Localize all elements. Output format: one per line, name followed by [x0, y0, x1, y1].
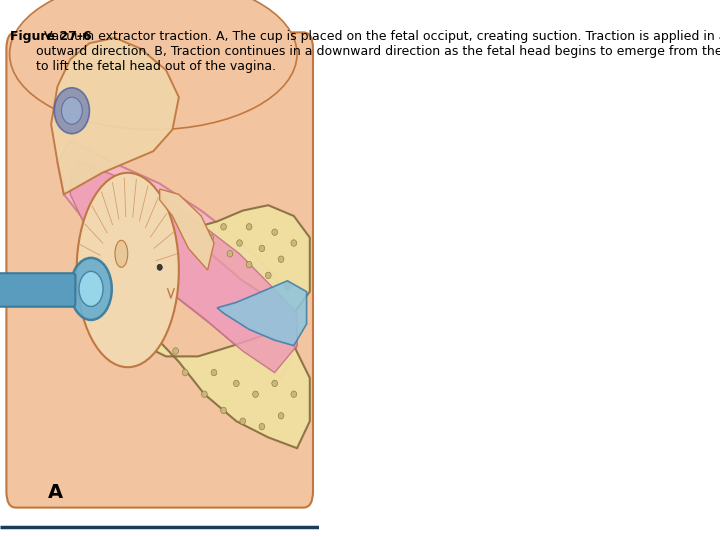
Ellipse shape: [79, 271, 103, 306]
Ellipse shape: [211, 369, 217, 376]
Ellipse shape: [291, 391, 297, 397]
Text: A: A: [48, 483, 63, 502]
Ellipse shape: [157, 264, 162, 271]
Ellipse shape: [233, 380, 239, 387]
Polygon shape: [144, 335, 310, 448]
Ellipse shape: [115, 240, 127, 267]
Text: Figure 27–6: Figure 27–6: [9, 30, 91, 43]
Ellipse shape: [182, 369, 188, 376]
Ellipse shape: [253, 391, 258, 397]
Ellipse shape: [240, 418, 246, 424]
Ellipse shape: [246, 224, 252, 230]
Ellipse shape: [208, 234, 214, 241]
Ellipse shape: [227, 251, 233, 257]
Ellipse shape: [54, 87, 89, 134]
Ellipse shape: [221, 224, 226, 230]
Ellipse shape: [76, 173, 179, 367]
Polygon shape: [51, 38, 179, 194]
Polygon shape: [217, 281, 307, 346]
Ellipse shape: [202, 391, 207, 397]
Ellipse shape: [259, 245, 265, 252]
Ellipse shape: [61, 97, 82, 124]
Ellipse shape: [284, 283, 290, 289]
Polygon shape: [71, 162, 297, 373]
Ellipse shape: [259, 423, 265, 430]
FancyBboxPatch shape: [0, 273, 76, 307]
FancyBboxPatch shape: [6, 32, 313, 508]
Ellipse shape: [291, 240, 297, 246]
Ellipse shape: [173, 348, 179, 354]
Ellipse shape: [9, 0, 297, 130]
Ellipse shape: [271, 229, 277, 235]
Ellipse shape: [266, 272, 271, 279]
Text: Vacuum extractor traction. A, The cup is placed on the fetal occiput, creating s: Vacuum extractor traction. A, The cup is…: [36, 30, 720, 73]
Ellipse shape: [237, 240, 243, 246]
Ellipse shape: [271, 380, 277, 387]
Ellipse shape: [278, 413, 284, 419]
Polygon shape: [185, 205, 310, 313]
Ellipse shape: [221, 407, 226, 414]
Ellipse shape: [278, 256, 284, 262]
Ellipse shape: [71, 258, 112, 320]
Polygon shape: [160, 189, 214, 270]
Polygon shape: [58, 140, 297, 378]
Ellipse shape: [246, 261, 252, 268]
